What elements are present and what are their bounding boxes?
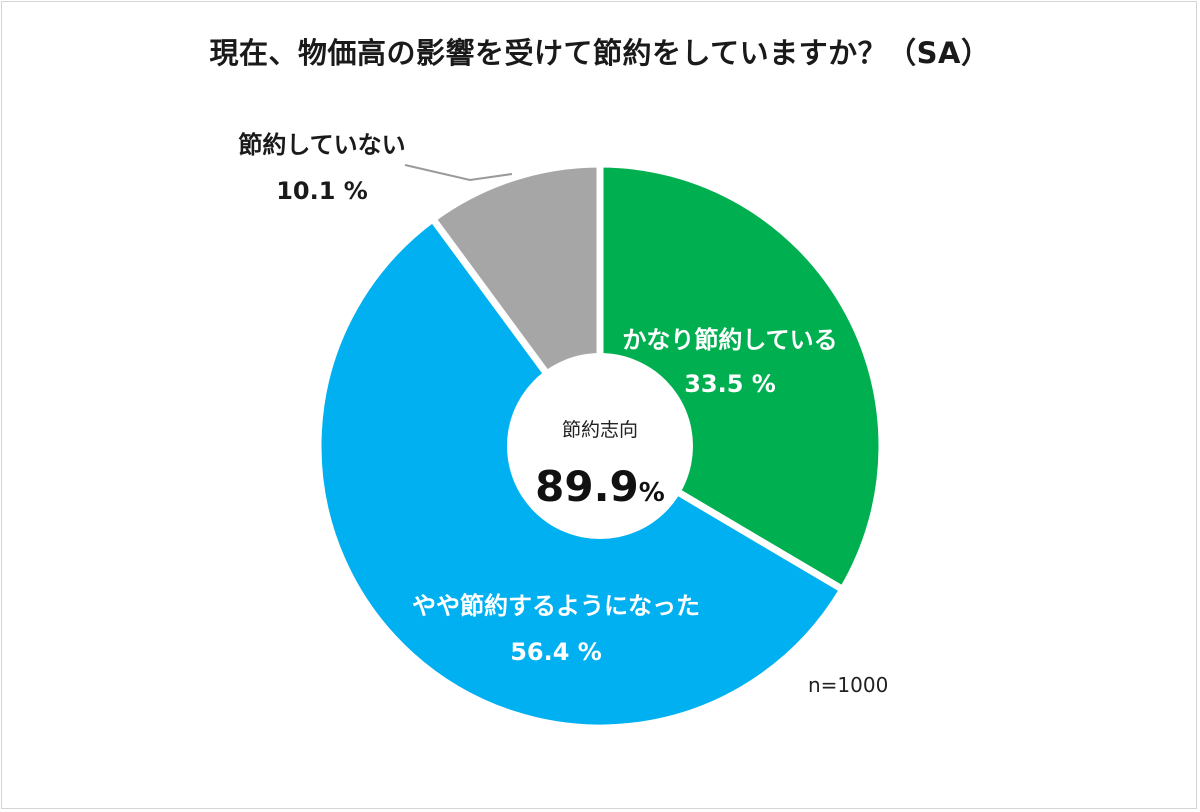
chart-title: 現在、物価高の影響を受けて節約をしていますか？（SA） [209, 36, 991, 70]
leader-line [404, 164, 513, 182]
labels: かなり節約している 33.5 % やや節約するようになった 56.4 % 節約していない… [238, 131, 837, 666]
label-value-kanari: 33.5 % [684, 370, 776, 398]
label-category-kanari: かなり節約している [622, 326, 837, 354]
center-value: 89.9% [535, 462, 665, 511]
label-value-not: 10.1 % [276, 177, 368, 205]
center-value-number: 89.9 [535, 462, 639, 511]
sample-size-label: n=1000 [808, 673, 889, 697]
center-caption: 節約志向 [562, 419, 638, 441]
label-value-yaya: 56.4 % [510, 638, 602, 666]
label-category-not: 節約していない [238, 131, 405, 159]
center-value-unit: % [639, 478, 665, 508]
donut-hole [507, 353, 693, 539]
label-category-yaya: やや節約するようになった [412, 592, 700, 620]
